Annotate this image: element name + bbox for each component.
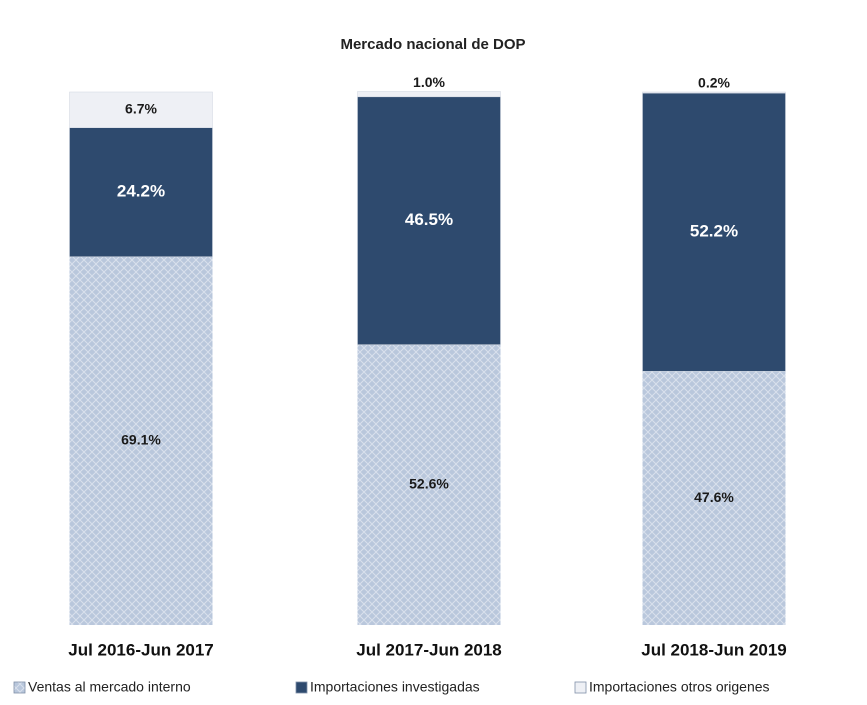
value-label: 1.0% bbox=[413, 74, 445, 90]
value-label: 24.2% bbox=[117, 182, 165, 201]
x-tick-label: Jul 2016-Jun 2017 bbox=[68, 640, 214, 659]
bar-segment bbox=[642, 91, 786, 94]
x-tick-label: Jul 2018-Jun 2019 bbox=[641, 640, 787, 659]
bar-segment bbox=[357, 96, 501, 345]
value-label: 52.6% bbox=[409, 476, 449, 492]
legend-label: Importaciones otros origenes bbox=[589, 679, 770, 695]
legend-swatch bbox=[574, 681, 587, 694]
bar-segment bbox=[69, 127, 213, 257]
legend-swatch bbox=[295, 681, 308, 694]
value-label: 69.1% bbox=[121, 432, 161, 448]
x-tick-label: Jul 2017-Jun 2018 bbox=[356, 640, 502, 659]
value-label: 46.5% bbox=[405, 210, 453, 229]
value-label: 0.2% bbox=[698, 75, 730, 91]
value-label: 6.7% bbox=[125, 101, 157, 117]
bar-segment bbox=[357, 344, 501, 625]
legend-swatch bbox=[13, 681, 26, 694]
bar-segment bbox=[642, 371, 786, 625]
legend-label: Ventas al mercado interno bbox=[28, 679, 191, 695]
bar-segment bbox=[69, 256, 213, 625]
value-label: 52.2% bbox=[690, 222, 738, 241]
bar-segment bbox=[69, 91, 213, 128]
bar-segment bbox=[357, 91, 501, 98]
bar-segment bbox=[642, 92, 786, 372]
chart-title: Mercado nacional de DOP bbox=[340, 36, 525, 53]
legend-label: Importaciones investigadas bbox=[310, 679, 480, 695]
value-label: 47.6% bbox=[694, 489, 734, 505]
